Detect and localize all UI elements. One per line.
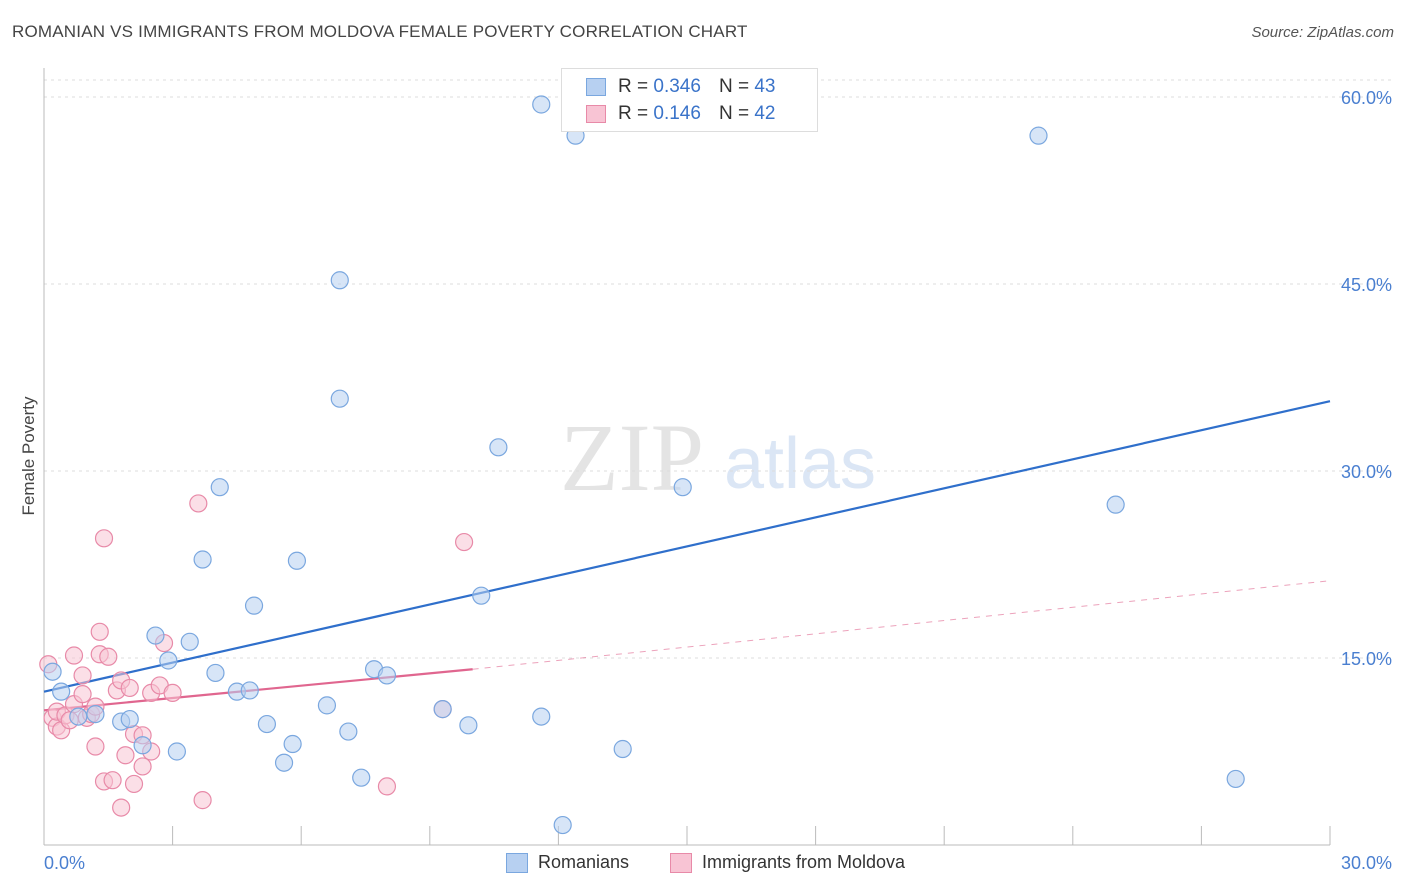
series-legend: Romanians Immigrants from Moldova [0,852,1406,878]
point-romanians [339,722,358,741]
pink-swatch [670,852,692,873]
y-axis-label: Female Poverty [19,396,38,516]
point-moldova [94,529,114,548]
point-moldova [377,777,397,796]
point-romanians [532,707,551,726]
legend-item-romanians[interactable]: Romanians [506,852,629,873]
point-moldova [193,791,212,810]
point-romanians [472,586,491,605]
point-moldova [64,646,84,665]
point-romanians [52,682,71,701]
n-label: N = [718,103,750,124]
point-romanians [459,716,478,735]
tick-labels: 15.0% 30.0% 45.0% 60.0% 0.0% 30.0% [44,88,1392,873]
legend-row-romanians: R = 0.346 N = 43 [586,74,775,100]
point-romanians [86,704,105,724]
n-value: 43 [754,76,776,97]
point-moldova [73,685,92,704]
legend-label-moldova: Immigrants from Moldova [702,852,906,872]
point-romanians [673,478,692,497]
trend-line-romanians [43,400,1331,693]
blue-swatch [506,852,528,873]
point-romanians [287,551,307,570]
point-romanians [167,742,186,761]
watermark: ZIP atlas [560,404,876,511]
r-value: 0.146 [653,103,701,124]
point-moldova [86,737,105,756]
point-moldova [103,771,122,790]
point-romanians [532,95,551,114]
point-moldova [120,678,139,698]
point-romanians [180,632,199,651]
point-romanians [433,700,452,719]
point-romanians [1226,769,1245,789]
point-moldova [454,532,474,552]
x-tick-label: 0.0% [44,853,85,873]
point-romanians [283,734,302,754]
point-romanians [159,651,178,670]
source-label: Source: ZipAtlas.com [1251,24,1394,41]
point-romanians [193,550,212,569]
y-tick-label: 15.0% [1341,649,1392,669]
point-moldova [99,647,118,666]
point-romanians [613,739,632,759]
point-romanians [317,696,337,715]
point-moldova [112,798,131,817]
point-romanians [206,663,225,683]
legend-label-romanians: Romanians [538,852,630,872]
point-romanians [330,271,349,290]
point-romanians [1029,126,1048,145]
point-moldova [73,666,92,685]
r-value: 0.346 [653,76,701,97]
point-moldova [133,757,152,776]
point-romanians [553,815,572,835]
legend-item-moldova[interactable]: Immigrants from Moldova [670,852,905,873]
legend-row-moldova: R = 0.146 N = 42 [586,101,775,127]
point-romanians [274,753,294,772]
point-romanians [244,596,264,615]
chart-title: ROMANIAN VS IMMIGRANTS FROM MOLDOVA FEMA… [12,22,748,41]
point-romanians [120,709,139,729]
point-romanians [1106,495,1125,514]
watermark-atlas: atlas [724,424,876,504]
y-tick-label: 45.0% [1341,275,1392,295]
blue-swatch [586,78,606,96]
point-romanians [352,768,371,787]
pink-swatch [586,105,606,123]
point-romanians [43,662,62,681]
point-romanians [146,626,165,645]
n-label: N = [718,76,750,97]
point-moldova [163,683,182,703]
point-romanians [330,389,349,408]
n-value: 42 [754,103,776,124]
point-moldova [90,622,109,641]
point-romanians [377,666,397,685]
point-romanians [133,736,152,755]
point-moldova [124,774,144,794]
point-romanians [240,681,259,700]
point-moldova [116,746,135,765]
point-romanians [257,714,277,734]
point-romanians [69,707,88,726]
correlation-legend: R = 0.346 N = 43 R = 0.146 N = 42 [561,68,818,132]
data-points [39,95,1245,835]
trend-extension-moldova [472,580,1331,670]
grid [44,79,1392,659]
point-romanians [489,438,508,457]
y-tick-label: 30.0% [1341,462,1392,482]
r-label: R = [618,103,649,124]
y-tick-label: 60.0% [1341,88,1392,108]
point-moldova [189,494,208,513]
x-tick-label: 30.0% [1341,853,1392,873]
point-romanians [210,478,229,497]
r-label: R = [618,76,649,97]
